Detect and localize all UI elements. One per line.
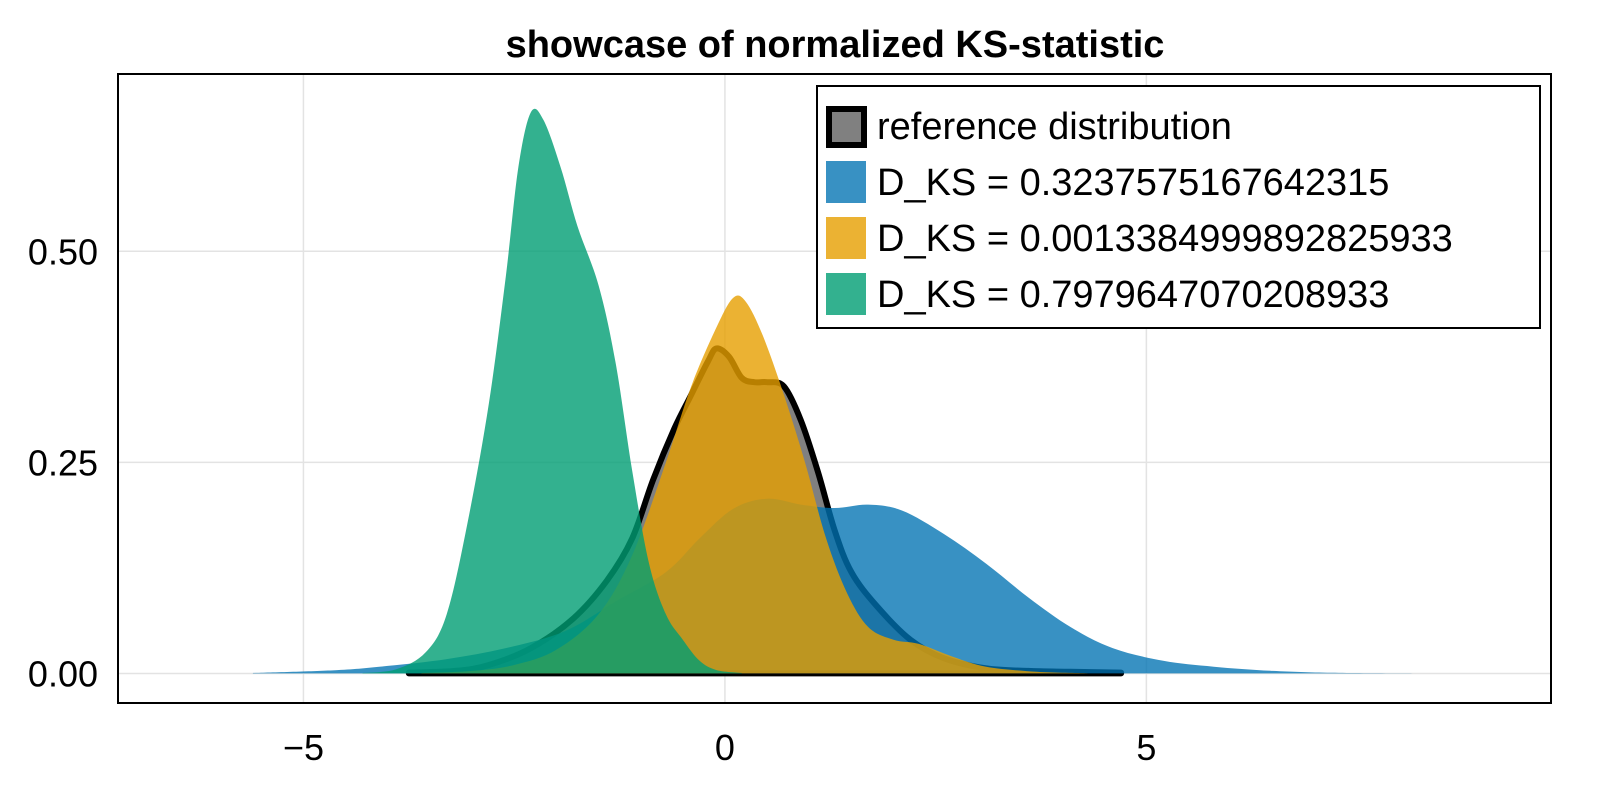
legend-label-3: D_KS = 0.7979647070208933	[877, 274, 1389, 316]
density-areas	[252, 108, 1417, 677]
x-tick-label: 5	[1136, 727, 1156, 768]
x-tick-label: −5	[283, 727, 324, 768]
legend-swatch-3	[826, 273, 866, 315]
legend-label-2: D_KS = 0.0013384999892825933	[877, 218, 1453, 260]
legend-box	[816, 85, 1541, 329]
legend-label-0: reference distribution	[877, 106, 1232, 148]
density-area-3	[362, 108, 742, 674]
density-area-2	[421, 295, 1088, 674]
legend: reference distribution D_KS = 0.323757516…	[816, 85, 1541, 329]
legend-swatch-2	[826, 217, 866, 259]
y-tick-label: 0.00	[28, 653, 98, 694]
legend-label-1: D_KS = 0.3237575167642315	[877, 162, 1389, 204]
x-tick-label: 0	[715, 727, 735, 768]
y-tick-label: 0.25	[28, 442, 98, 483]
legend-swatch-1	[826, 161, 866, 203]
chart-title: showcase of normalized KS-statistic	[506, 24, 1165, 66]
legend-swatch-reference	[826, 106, 867, 148]
plot-frame	[117, 73, 1552, 704]
y-tick-label: 0.50	[28, 231, 98, 272]
axis-ticks: −5 0 5 0.00 0.25 0.50	[28, 231, 1156, 768]
